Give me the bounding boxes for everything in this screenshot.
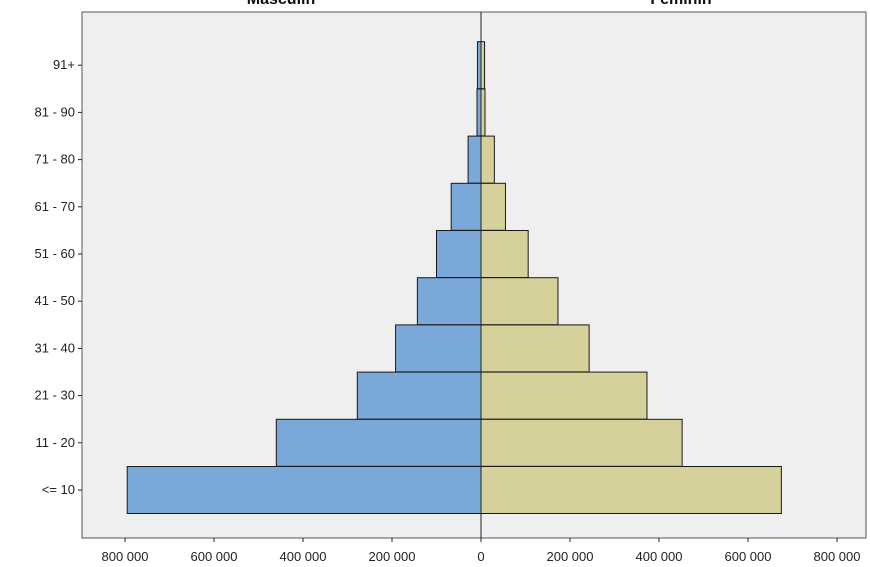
bar-feminin	[480, 371, 648, 420]
y-tick-label: 11 - 20	[35, 435, 75, 450]
bar-masculin	[436, 230, 482, 278]
y-tick-label: 81 - 90	[35, 104, 75, 119]
bar-feminin	[480, 88, 486, 137]
x-tick-label: 800 000	[102, 549, 149, 564]
y-tick-label: 71 - 80	[35, 152, 75, 167]
x-tick-label: 600 000	[725, 549, 772, 564]
y-tick-label: 31 - 40	[35, 340, 75, 355]
y-tick-label: 41 - 50	[35, 293, 75, 308]
bar-masculin	[275, 418, 482, 467]
bar-feminin	[480, 41, 486, 90]
bar-masculin	[395, 324, 482, 373]
x-tick-label: 800 000	[814, 549, 861, 564]
x-tick-label: 200 000	[547, 549, 594, 564]
bar-feminin	[480, 324, 590, 373]
bar-feminin	[480, 277, 559, 326]
bar-masculin	[450, 182, 482, 231]
x-tick-label: 200 000	[369, 549, 416, 564]
bar-feminin	[480, 135, 495, 184]
y-tick-label: 51 - 60	[35, 246, 75, 261]
y-tick-label: 61 - 70	[35, 199, 75, 214]
bar-masculin	[356, 371, 482, 420]
bar-masculin	[126, 466, 482, 514]
y-tick-label: 91+	[53, 57, 75, 72]
x-tick-label: 0	[477, 549, 484, 564]
left-side-title: Masculin	[247, 0, 315, 8]
bar-feminin	[480, 230, 529, 278]
bar-masculin	[476, 41, 482, 90]
x-tick-label: 600 000	[191, 549, 238, 564]
bar-feminin	[480, 466, 782, 514]
bar-masculin	[467, 135, 482, 184]
right-side-title: Feminin	[650, 0, 711, 8]
y-tick-label: <= 10	[42, 482, 75, 497]
bar-feminin	[480, 418, 683, 467]
bar-masculin	[416, 277, 482, 326]
bar-masculin	[476, 88, 482, 137]
bar-feminin	[480, 182, 506, 231]
y-tick-label: 21 - 30	[35, 388, 75, 403]
x-tick-label: 400 000	[280, 549, 327, 564]
x-tick-label: 400 000	[636, 549, 683, 564]
